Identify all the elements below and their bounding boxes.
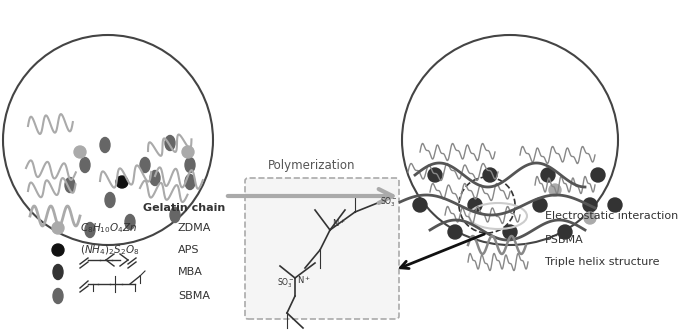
Text: SBMA: SBMA <box>178 291 210 301</box>
Circle shape <box>52 222 64 234</box>
Text: $(NH_4)_2S_2O_8$: $(NH_4)_2S_2O_8$ <box>80 243 139 257</box>
Text: $C_8H_{10}O_4Zn$: $C_8H_{10}O_4Zn$ <box>80 221 138 235</box>
Circle shape <box>541 168 555 182</box>
Circle shape <box>483 168 497 182</box>
Circle shape <box>468 198 482 212</box>
Ellipse shape <box>80 158 90 172</box>
Circle shape <box>591 168 605 182</box>
Circle shape <box>558 225 572 239</box>
Circle shape <box>583 198 597 212</box>
Ellipse shape <box>65 177 75 193</box>
Text: $\mathrm{SO_3^-}$: $\mathrm{SO_3^-}$ <box>380 195 398 209</box>
Ellipse shape <box>125 214 135 229</box>
Text: Electrostatic interaction: Electrostatic interaction <box>545 211 678 221</box>
Text: Polymerization: Polymerization <box>268 159 356 172</box>
Ellipse shape <box>85 222 95 238</box>
Circle shape <box>52 244 64 256</box>
Text: APS: APS <box>178 245 199 255</box>
Ellipse shape <box>185 174 195 190</box>
Ellipse shape <box>105 193 115 208</box>
Text: Triple helix structure: Triple helix structure <box>545 257 659 267</box>
Ellipse shape <box>165 135 175 151</box>
Text: $\mathrm{N^+}$: $\mathrm{N^+}$ <box>297 274 311 286</box>
Circle shape <box>428 168 442 182</box>
Circle shape <box>549 184 561 196</box>
Circle shape <box>116 176 128 188</box>
Ellipse shape <box>53 289 63 303</box>
Ellipse shape <box>100 137 110 153</box>
Ellipse shape <box>140 158 150 172</box>
Text: PSBMA: PSBMA <box>545 235 584 245</box>
Text: MBA: MBA <box>178 267 203 277</box>
Circle shape <box>503 225 517 239</box>
Text: $\mathrm{SO_3^-}$: $\mathrm{SO_3^-}$ <box>277 276 295 290</box>
Circle shape <box>413 198 427 212</box>
Circle shape <box>533 198 547 212</box>
Circle shape <box>448 225 462 239</box>
Ellipse shape <box>185 158 195 172</box>
Ellipse shape <box>170 208 180 222</box>
Text: $\mathrm{N^+}$: $\mathrm{N^+}$ <box>332 217 346 229</box>
Circle shape <box>74 146 86 158</box>
Circle shape <box>608 198 622 212</box>
FancyBboxPatch shape <box>245 178 399 319</box>
Text: Gelatin chain: Gelatin chain <box>143 203 225 213</box>
Circle shape <box>584 212 596 224</box>
Ellipse shape <box>53 264 63 280</box>
Ellipse shape <box>150 170 160 185</box>
Text: ZDMA: ZDMA <box>178 223 211 233</box>
Circle shape <box>182 146 194 158</box>
